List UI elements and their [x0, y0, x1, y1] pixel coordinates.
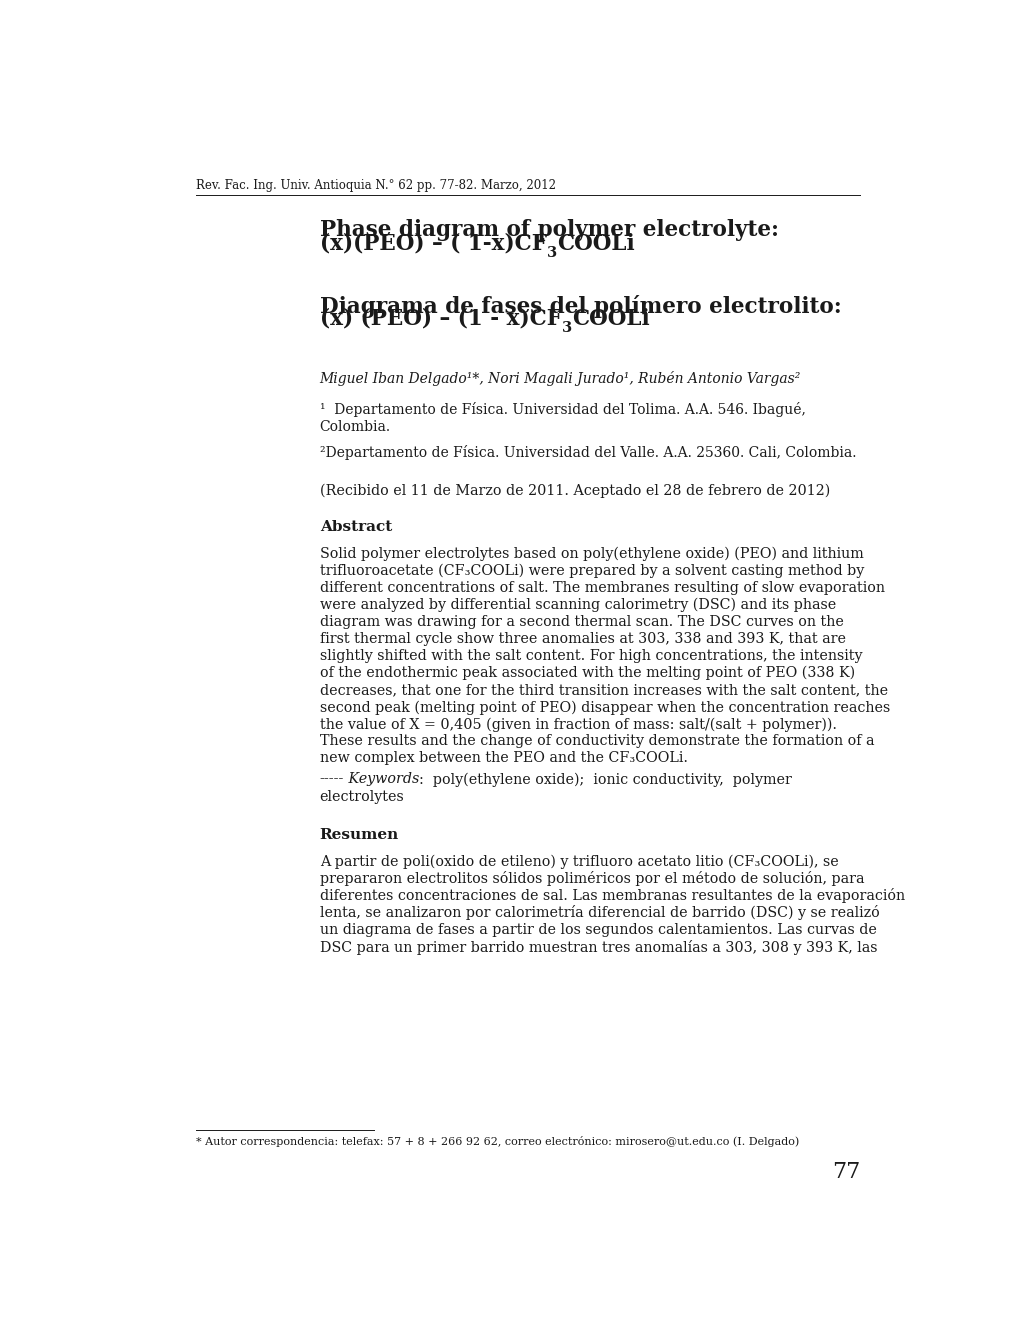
Text: These results and the change of conductivity demonstrate the formation of a: These results and the change of conducti… — [319, 734, 873, 749]
Text: Colombia.: Colombia. — [319, 421, 390, 434]
Text: decreases, that one for the third transition increases with the salt content, th: decreases, that one for the third transi… — [319, 684, 887, 697]
Text: diagram was drawing for a second thermal scan. The DSC curves on the: diagram was drawing for a second thermal… — [319, 614, 843, 629]
Text: lenta, se analizaron por calorimetría diferencial de barrido (DSC) y se realizó: lenta, se analizaron por calorimetría di… — [319, 905, 878, 921]
Text: electrolytes: electrolytes — [319, 789, 405, 804]
Text: Resumen: Resumen — [319, 828, 398, 842]
Text: were analyzed by differential scanning calorimetry (DSC) and its phase: were analyzed by differential scanning c… — [319, 598, 836, 611]
Text: DSC para un primer barrido muestran tres anomalías a 303, 308 y 393 K, las: DSC para un primer barrido muestran tres… — [319, 940, 876, 955]
Text: un diagrama de fases a partir de los segundos calentamientos. Las curvas de: un diagrama de fases a partir de los seg… — [319, 922, 875, 937]
Text: Rev. Fac. Ing. Univ. Antioquia N.° 62 pp. 77-82. Marzo, 2012: Rev. Fac. Ing. Univ. Antioquia N.° 62 pp… — [196, 179, 555, 192]
Text: trifluoroacetate (CF₃COOLi) were prepared by a solvent casting method by: trifluoroacetate (CF₃COOLi) were prepare… — [319, 563, 863, 578]
Text: slightly shifted with the salt content. For high concentrations, the intensity: slightly shifted with the salt content. … — [319, 649, 861, 663]
Text: A partir de poli(oxido de etileno) y trifluoro acetato litio (CF₃COOLi), se: A partir de poli(oxido de etileno) y tri… — [319, 854, 838, 869]
Text: (x) (PEO) – (1 - x)CF: (x) (PEO) – (1 - x)CF — [319, 308, 561, 330]
Text: Phase diagram of polymer electrolyte:: Phase diagram of polymer electrolyte: — [319, 219, 777, 242]
Text: different concentrations of salt. The membranes resulting of slow evaporation: different concentrations of salt. The me… — [319, 581, 883, 594]
Text: second peak (melting point of PEO) disappear when the concentration reaches: second peak (melting point of PEO) disap… — [319, 700, 890, 714]
Text: Keywords: Keywords — [343, 773, 419, 786]
Text: of the endothermic peak associated with the melting point of PEO (338 K): of the endothermic peak associated with … — [319, 666, 854, 681]
Text: ²Departamento de Física. Universidad del Valle. A.A. 25360. Cali, Colombia.: ²Departamento de Física. Universidad del… — [319, 445, 855, 459]
Text: first thermal cycle show three anomalies at 303, 338 and 393 K, that are: first thermal cycle show three anomalies… — [319, 631, 845, 646]
Text: Diagrama de fases del polímero electrolito:: Diagrama de fases del polímero electroli… — [319, 295, 841, 318]
Text: Solid polymer electrolytes based on poly(ethylene oxide) (PEO) and lithium: Solid polymer electrolytes based on poly… — [319, 546, 863, 561]
Text: new complex between the PEO and the CF₃COOLi.: new complex between the PEO and the CF₃C… — [319, 752, 687, 765]
Text: COOLi: COOLi — [556, 232, 634, 255]
Text: prepararon electrolitos sólidos poliméricos por el método de solución, para: prepararon electrolitos sólidos poliméri… — [319, 872, 863, 886]
Text: (x)(PEO) – ( 1-x)CF: (x)(PEO) – ( 1-x)CF — [319, 232, 546, 255]
Text: 77: 77 — [830, 1161, 859, 1183]
Text: 3: 3 — [546, 246, 556, 260]
Text: diferentes concentraciones de sal. Las membranas resultantes de la evaporación: diferentes concentraciones de sal. Las m… — [319, 888, 904, 904]
Text: Abstract: Abstract — [319, 521, 391, 534]
Text: Miguel Iban Delgado¹*, Nori Magali Jurado¹, Rubén Antonio Vargas²: Miguel Iban Delgado¹*, Nori Magali Jurad… — [319, 371, 800, 386]
Text: (Recibido el 11 de Marzo de 2011. Aceptado el 28 de febrero de 2012): (Recibido el 11 de Marzo de 2011. Acepta… — [319, 483, 829, 498]
Text: COOLi: COOLi — [572, 308, 649, 330]
Text: 3: 3 — [561, 322, 572, 335]
Text: -----: ----- — [319, 773, 343, 786]
Text: the value of X = 0,405 (given in fraction of mass: salt/(salt + polymer)).: the value of X = 0,405 (given in fractio… — [319, 717, 836, 732]
Text: :  poly(ethylene oxide);  ionic conductivity,  polymer: : poly(ethylene oxide); ionic conductivi… — [419, 773, 792, 786]
Text: ¹  Departamento de Física. Universidad del Tolima. A.A. 546. Ibagué,: ¹ Departamento de Física. Universidad de… — [319, 402, 805, 417]
Text: * Autor correspondencia: telefax: 57 + 8 + 266 92 62, correo electrónico: mirose: * Autor correspondencia: telefax: 57 + 8… — [196, 1136, 798, 1147]
